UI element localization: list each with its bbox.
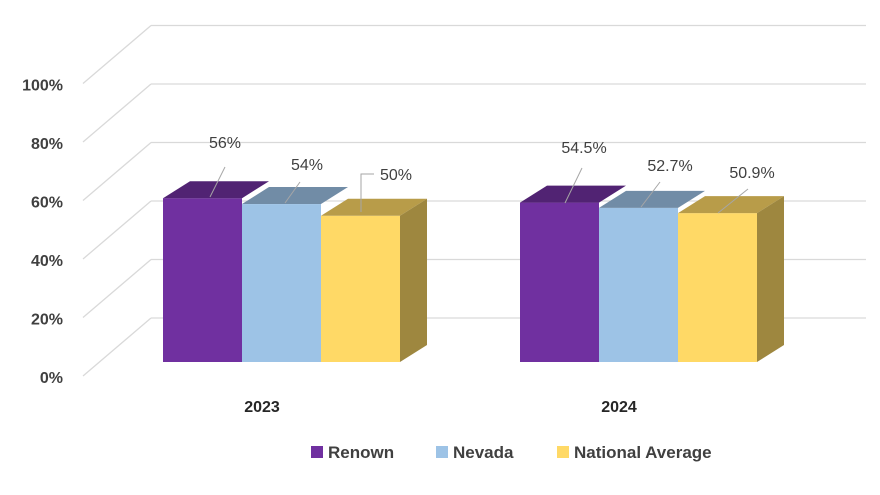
data-label: 50.9% bbox=[729, 165, 774, 182]
bar-top bbox=[520, 185, 626, 203]
bar-national-average-2023 bbox=[321, 198, 427, 362]
y-tick-label: 60% bbox=[31, 195, 63, 212]
data-label: 54% bbox=[291, 157, 323, 174]
legend-swatch bbox=[311, 446, 323, 458]
gridline-diagonal bbox=[82, 25, 152, 84]
gridline-diagonal bbox=[82, 83, 152, 143]
bar-renown-2024 bbox=[520, 185, 626, 362]
y-tick-label: 100% bbox=[22, 78, 63, 95]
leader-line bbox=[284, 181, 301, 204]
legend-item-nevada: Nevada bbox=[436, 443, 514, 462]
y-tick-label: 40% bbox=[31, 253, 63, 270]
legend-label: National Average bbox=[574, 443, 712, 462]
legend-item-national-average: National Average bbox=[557, 443, 712, 462]
bars bbox=[163, 181, 784, 362]
bar-renown-2023 bbox=[163, 181, 269, 362]
bar-front bbox=[520, 202, 599, 362]
bar-nevada-2024 bbox=[599, 190, 705, 362]
leader-line bbox=[640, 181, 661, 208]
bar-front bbox=[242, 204, 321, 362]
y-axis-ticks: 0% 20% 40% 60% 80% 100% bbox=[22, 78, 63, 388]
x-category-label: 2023 bbox=[244, 399, 280, 416]
data-label: 52.7% bbox=[647, 158, 692, 175]
y-tick-label: 0% bbox=[40, 370, 63, 387]
legend: Renown Nevada National Average bbox=[311, 443, 712, 462]
leader-line bbox=[717, 188, 749, 214]
bar-front bbox=[321, 215, 400, 362]
bar-nevada-2023 bbox=[242, 187, 348, 362]
bar-national-average-2024 bbox=[678, 196, 784, 362]
x-category-label: 2024 bbox=[601, 399, 637, 416]
data-labels: 56% 54% 50% 54.5% 52.7% 50.9% bbox=[209, 135, 775, 214]
legend-label: Renown bbox=[328, 443, 394, 462]
bar-top bbox=[321, 198, 427, 216]
gridline-diagonal bbox=[82, 142, 152, 201]
leader-line bbox=[209, 166, 226, 198]
gridline-diagonal bbox=[82, 259, 152, 318]
bar-front bbox=[163, 198, 242, 362]
bar-front bbox=[678, 213, 757, 362]
x-axis-categories: 2023 2024 bbox=[244, 399, 637, 416]
bar-top bbox=[599, 190, 705, 208]
leader-line bbox=[360, 173, 374, 212]
leader-line bbox=[564, 167, 583, 204]
bar-side bbox=[400, 198, 427, 362]
gridline-diagonal bbox=[82, 200, 152, 260]
legend-swatch bbox=[436, 446, 448, 458]
bar-top bbox=[242, 187, 348, 205]
bar-front bbox=[599, 207, 678, 362]
data-label: 50% bbox=[380, 167, 412, 184]
data-label: 54.5% bbox=[561, 140, 606, 157]
y-tick-label: 20% bbox=[31, 312, 63, 329]
y-tick-label: 80% bbox=[31, 136, 63, 153]
legend-item-renown: Renown bbox=[311, 443, 394, 462]
gridline-diagonal bbox=[82, 317, 152, 377]
legend-swatch bbox=[557, 446, 569, 458]
legend-label: Nevada bbox=[453, 443, 514, 462]
bar-top bbox=[678, 196, 784, 214]
bar-top bbox=[163, 181, 269, 199]
bar-side bbox=[757, 196, 784, 362]
data-label: 56% bbox=[209, 135, 241, 152]
